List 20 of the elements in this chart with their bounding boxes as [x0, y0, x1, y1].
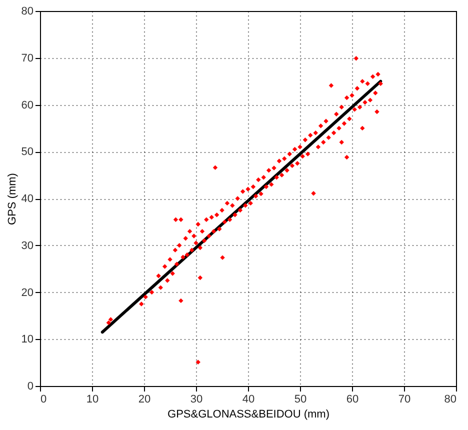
y-axis-title: GPS (mm) [6, 173, 18, 225]
y-tick-label: 80 [21, 6, 34, 18]
y-tick-label: 10 [21, 334, 34, 346]
y-tick-label: 0 [27, 380, 34, 392]
y-tick-label: 60 [21, 99, 34, 112]
x-tick-label: 50 [294, 394, 307, 406]
y-tick-label: 70 [21, 52, 34, 64]
x-tick-label: 10 [86, 394, 99, 406]
x-tick-label: 30 [190, 394, 203, 406]
y-tick-label: 50 [21, 146, 34, 158]
y-tick-label: 30 [21, 240, 34, 252]
x-tick-label: 80 [444, 394, 456, 406]
y-tick-label: 20 [21, 286, 34, 299]
x-axis-title: GPS&GLONASS&BEIDOU (mm) [168, 408, 330, 420]
y-tick-label: 40 [21, 193, 34, 205]
x-tick-label: 40 [242, 394, 255, 406]
x-tick-label: 70 [398, 394, 411, 406]
x-tick-label: 60 [346, 394, 359, 406]
x-tick-label: 0 [40, 394, 47, 406]
x-tick-label: 20 [138, 394, 151, 406]
